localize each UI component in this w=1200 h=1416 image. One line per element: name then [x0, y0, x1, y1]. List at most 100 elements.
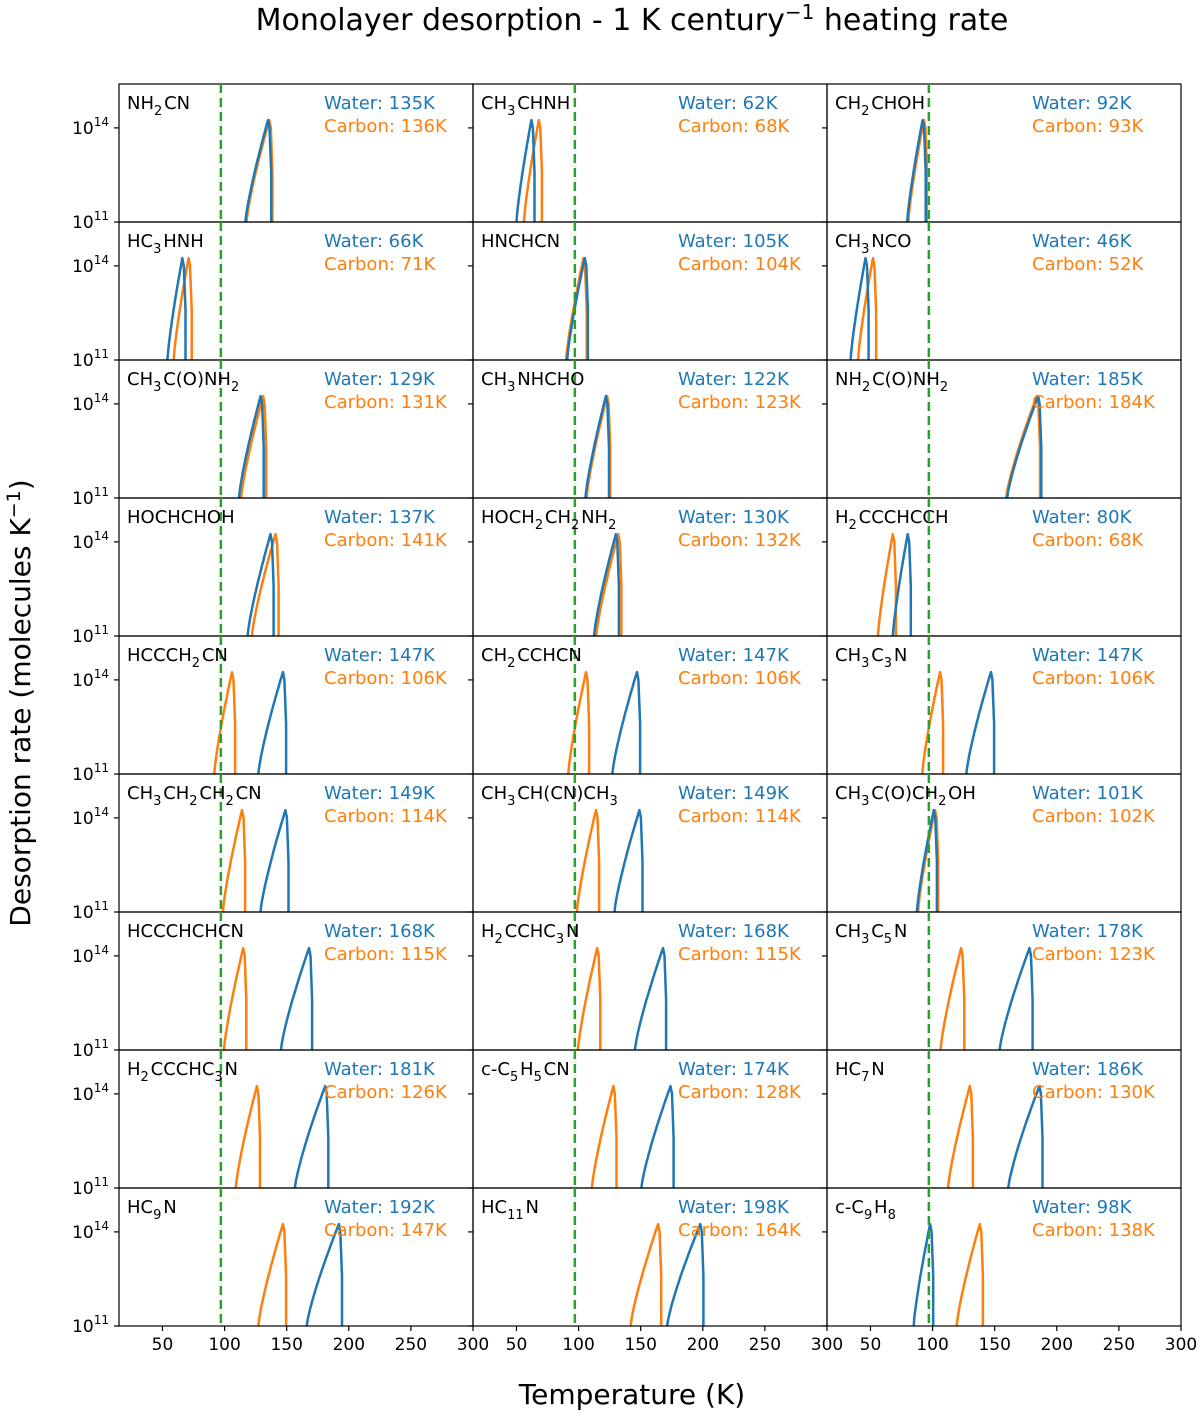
y-tick-label: 1011 — [72, 1037, 109, 1061]
carbon-temp-label: Carbon: 115K — [678, 944, 802, 965]
molecule-label: HOCHCHOH — [127, 507, 235, 528]
y-tick-label: 1014 — [72, 667, 109, 691]
molecule-label: HC7 N — [835, 1059, 885, 1085]
molecule-label: CH3 C3 N — [835, 645, 907, 671]
carbon-curve — [856, 256, 878, 361]
y-tick-label: 1011 — [72, 347, 109, 371]
water-curve — [640, 1084, 675, 1189]
carbon-temp-label: Carbon: 102K — [1032, 806, 1156, 827]
molecule-label: HNCHCN — [481, 231, 560, 252]
x-tick-label: 200 — [687, 1335, 719, 1355]
carbon-curve — [257, 1222, 288, 1327]
x-tick-label: 100 — [916, 1335, 948, 1355]
water-temp-label: Water: 178K — [1032, 921, 1144, 942]
molecule-label: NH2 C(O)NH2 — [835, 369, 950, 395]
water-curve — [1006, 1084, 1044, 1189]
water-temp-label: Water: 137K — [324, 507, 436, 528]
x-tick-label: 50 — [506, 1335, 528, 1355]
carbon-temp-label: Carbon: 131K — [324, 392, 448, 413]
molecule-label: H2 CCHC3 N — [481, 921, 579, 947]
carbon-temp-label: Carbon: 52K — [1032, 254, 1145, 275]
carbon-curve — [221, 808, 247, 913]
carbon-temp-label: Carbon: 164K — [678, 1220, 802, 1241]
molecule-label: HCCCH2 CN — [127, 645, 228, 671]
molecule-label: HC9 N — [127, 1197, 177, 1223]
water-temp-label: Water: 92K — [1032, 93, 1133, 114]
water-temp-label: Water: 135K — [324, 93, 436, 114]
carbon-temp-label: Carbon: 114K — [678, 806, 802, 827]
y-tick-label: 1014 — [72, 805, 109, 829]
carbon-curve — [245, 118, 274, 223]
water-temp-label: Water: 129K — [324, 369, 436, 390]
water-curve — [305, 1222, 344, 1327]
water-temp-label: Water: 149K — [324, 783, 436, 804]
y-tick-label: 1014 — [72, 1081, 109, 1105]
water-curve — [849, 256, 870, 361]
water-curve — [613, 808, 644, 913]
water-curve — [279, 946, 314, 1051]
water-curve — [1005, 394, 1043, 499]
carbon-curve — [250, 532, 280, 637]
y-tick-label: 1014 — [72, 943, 109, 967]
molecule-label: H2 CCCHCCH — [835, 507, 949, 533]
y-tick-label: 1011 — [72, 209, 109, 233]
water-temp-label: Water: 105K — [678, 231, 790, 252]
carbon-temp-label: Carbon: 114K — [324, 806, 448, 827]
x-tick-label: 150 — [978, 1335, 1010, 1355]
water-temp-label: Water: 101K — [1032, 783, 1144, 804]
x-tick-label: 250 — [1103, 1335, 1135, 1355]
y-tick-label: 1011 — [72, 899, 109, 923]
molecule-label: CH2 CHOH — [835, 93, 925, 119]
water-curve — [257, 670, 288, 775]
carbon-temp-label: Carbon: 184K — [1032, 392, 1156, 413]
x-tick-label: 150 — [270, 1335, 302, 1355]
water-curve — [905, 118, 927, 223]
y-tick-label: 1011 — [72, 1175, 109, 1199]
water-temp-label: Water: 174K — [678, 1059, 790, 1080]
y-tick-label: 1014 — [72, 253, 109, 277]
carbon-curve — [629, 1222, 663, 1327]
water-curve — [915, 808, 939, 913]
y-tick-label: 1014 — [72, 529, 109, 553]
x-tick-label: 100 — [208, 1335, 240, 1355]
x-axis-label: Temperature (K) — [518, 1378, 745, 1411]
carbon-temp-label: Carbon: 106K — [1032, 668, 1156, 689]
panel-frame — [826, 1187, 1182, 1327]
carbon-temp-label: Carbon: 71K — [324, 254, 437, 275]
y-tick-label: 1011 — [72, 485, 109, 509]
molecule-label: HCCCHCHCN — [127, 921, 244, 942]
carbon-curve — [590, 1084, 618, 1189]
carbon-temp-label: Carbon: 115K — [324, 944, 448, 965]
water-curve — [565, 256, 590, 361]
molecule-label: c-C5 H5 CN — [481, 1059, 570, 1085]
carbon-curve — [222, 946, 248, 1051]
x-tick-label: 300 — [457, 1335, 489, 1355]
carbon-temp-label: Carbon: 147K — [324, 1220, 448, 1241]
y-tick-label: 1011 — [72, 1313, 109, 1337]
carbon-temp-label: Carbon: 68K — [1032, 530, 1145, 551]
y-axis-label: Desorption rate (molecules K−1) — [3, 479, 37, 926]
y-tick-label: 1011 — [72, 761, 109, 785]
molecule-label: CH3 NHCHO — [481, 369, 584, 395]
carbon-curve — [946, 1084, 975, 1189]
carbon-curve — [955, 1222, 985, 1327]
